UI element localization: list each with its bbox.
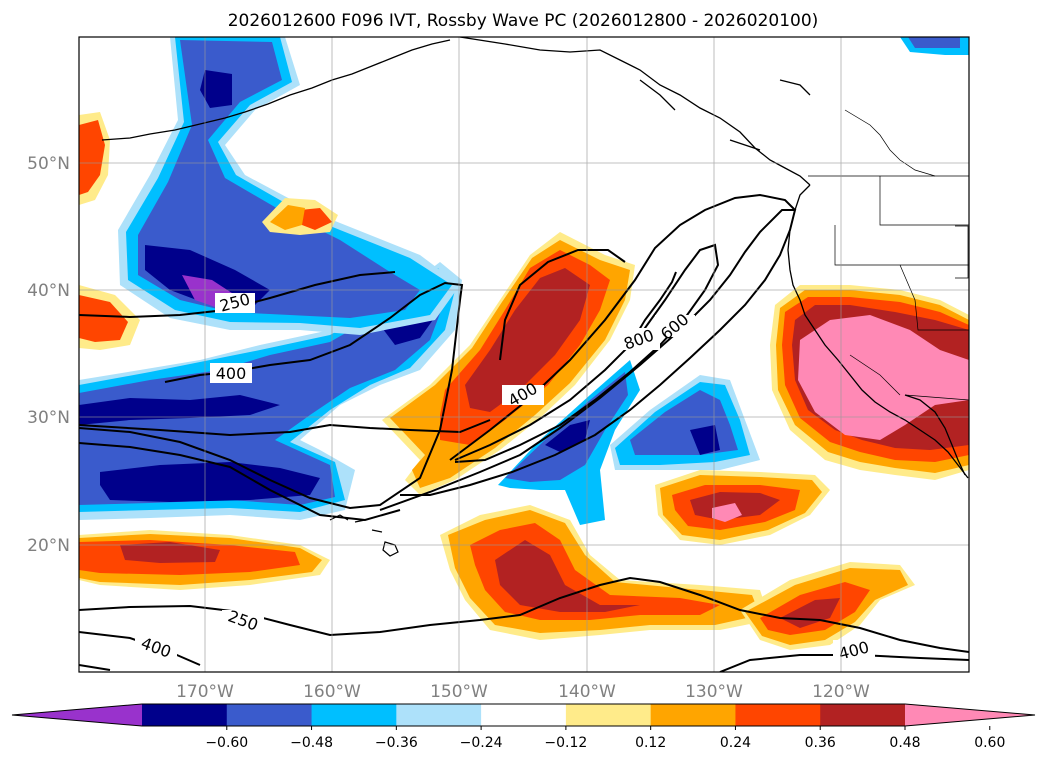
anomaly-navy-east: [690, 425, 720, 455]
anomaly-redorange-north-small: [300, 208, 332, 230]
colorbar-segment: [396, 704, 482, 726]
anomaly-navy-west-1: [79, 395, 280, 425]
colorbar-segment: [565, 704, 652, 726]
longitude-labels: 170°W 160°W 150°W 140°W 130°W 120°W: [176, 682, 870, 702]
colorbar-segment: [226, 704, 313, 726]
colorbar-tick-label: −0.12: [544, 735, 587, 751]
anomaly-darkred-south: [495, 540, 640, 612]
map-content: 250 400 400 250 400 400 800 600: [79, 37, 969, 672]
colorbar-extend-low: [12, 704, 142, 726]
anomaly-blue-north: [138, 40, 420, 318]
anomaly-blue-topright: [908, 37, 960, 48]
anomaly-darkred-central: [465, 268, 590, 412]
lat-label: 40°N: [27, 281, 70, 301]
colorbar-segment: [311, 704, 397, 726]
colorbar-segment: [650, 704, 736, 726]
contours: [79, 193, 969, 672]
anomaly-orange-north-small: [270, 205, 305, 230]
colorbar-tick-label: −0.36: [375, 735, 418, 751]
lon-label: 130°W: [685, 682, 743, 702]
colorbar-tick-label: −0.60: [205, 735, 248, 751]
anomaly-darkred-southwest: [120, 542, 220, 563]
colorbar-segment: [820, 704, 906, 726]
colorbar-segment: [481, 704, 567, 726]
contour-label-masks: [135, 293, 875, 660]
colorbar-tick-label: 0.36: [805, 735, 836, 751]
lon-label: 150°W: [430, 682, 488, 702]
plot-title: 2026012600 F096 IVT, Rossby Wave PC (202…: [228, 11, 819, 31]
gridlines: [79, 37, 969, 672]
colorbar-tick-label: 0.24: [720, 735, 751, 751]
colorbar-segment: [142, 704, 228, 726]
anomaly-pink-east: [712, 503, 742, 522]
lat-label: 50°N: [27, 154, 70, 174]
lon-label: 160°W: [303, 682, 361, 702]
lat-label: 30°N: [27, 408, 70, 428]
lon-label: 120°W: [812, 682, 870, 702]
colorbar-tick-label: −0.24: [460, 735, 503, 751]
anomaly-navy-central: [545, 420, 590, 452]
colorbar: −0.60 −0.48 −0.36 −0.24 −0.12 0.12 0.24 0.36 0.4…: [11, 703, 1036, 751]
colorbar-tick-label: 0.60: [974, 735, 1005, 751]
borders: [808, 109, 969, 401]
map-panel: 250 400 400 250 400 400 800 600: [27, 36, 970, 702]
anomaly-redorange-westedge-1: [79, 120, 105, 195]
anomaly-navy-north: [200, 70, 232, 108]
lat-label: 20°N: [27, 536, 70, 556]
latitude-labels: 50°N 40°N 30°N 20°N: [27, 154, 70, 556]
colorbar-tick-label: 0.12: [635, 735, 666, 751]
colorbar-segment: [735, 704, 821, 726]
lon-label: 140°W: [558, 682, 616, 702]
anomaly-darkred-southeast: [780, 598, 840, 628]
anomaly-blue-west: [79, 280, 445, 505]
colorbar-extend-high: [905, 704, 1035, 726]
anomaly-redorange-westedge-2: [79, 295, 128, 342]
anomaly-navy-west-2: [100, 462, 320, 502]
colorbar-outline: [11, 703, 1036, 727]
map-frame: [78, 36, 970, 673]
lon-label: 170°W: [176, 682, 234, 702]
colorbar-tick-label: −0.48: [290, 735, 333, 751]
contour-label: 400: [216, 364, 247, 383]
colorbar-tick-label: 0.48: [889, 735, 920, 751]
